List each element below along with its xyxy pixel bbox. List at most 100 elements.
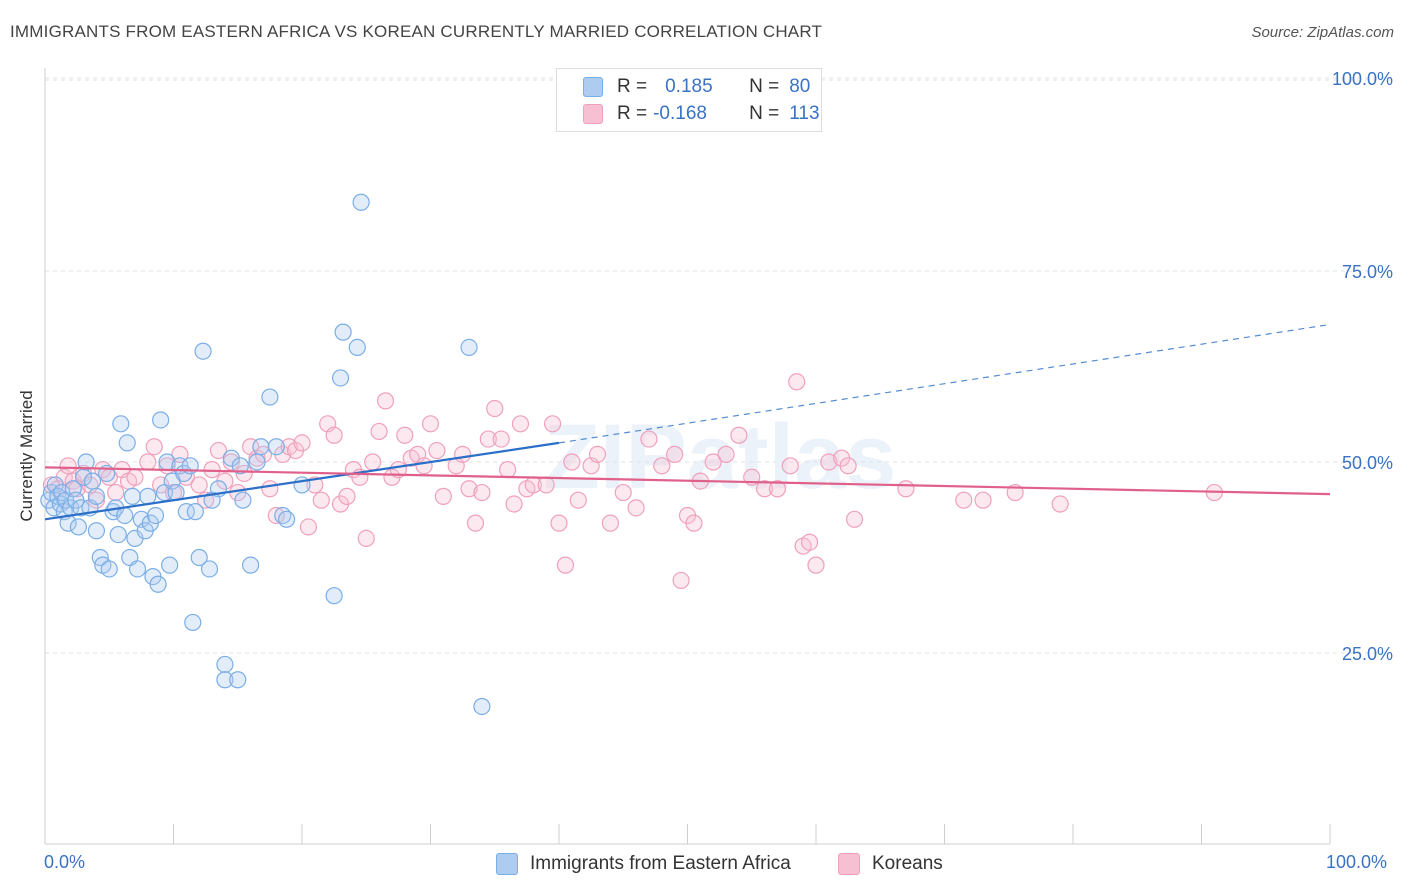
korean-point (357, 529, 375, 548)
korean-point (434, 487, 452, 505)
korean-point (107, 483, 125, 502)
eastern-africa-point (116, 506, 134, 525)
r-value-pink: -0.168 (653, 103, 707, 124)
korean-point (145, 438, 163, 456)
eastern-africa-point (216, 671, 234, 689)
eastern-africa-point (248, 453, 266, 471)
bottom-legend-item-koreans: Koreans (838, 851, 943, 877)
axes (44, 68, 1331, 845)
eastern-africa-point (87, 487, 106, 505)
korean-point (126, 468, 144, 486)
eastern-africa-point (252, 438, 270, 456)
koreans-trend-line (44, 466, 1331, 496)
korean-point (338, 487, 356, 505)
eastern-africa-point (267, 438, 285, 456)
stats-legend-row-pink: R = -0.168 N = 113 (557, 101, 820, 127)
y-tick-label: 25.0% (1342, 644, 1393, 664)
korean-point (479, 430, 497, 448)
y-tick-label: 100.0% (1332, 69, 1393, 89)
eastern-africa-point (112, 415, 130, 433)
eastern-africa-point (149, 575, 167, 593)
korean-point (325, 426, 343, 444)
korean-point (666, 445, 684, 463)
chart-title: IMMIGRANTS FROM EASTERN AFRICA VS KOREAN… (10, 22, 823, 41)
eastern-africa-point (100, 560, 118, 578)
korean-point (537, 476, 555, 494)
x-tick-label-min: 0.0% (44, 852, 86, 872)
eastern-africa-point (152, 411, 170, 429)
eastern-africa-point (231, 457, 249, 475)
eastern-africa-point (216, 655, 234, 674)
korean-point (955, 491, 973, 509)
korean-point (653, 457, 671, 475)
korean-point (800, 533, 819, 551)
n-value-pink: 113 (789, 103, 820, 124)
korean-point (755, 480, 774, 498)
eastern-africa-point (203, 491, 221, 509)
korean-point (396, 426, 414, 444)
eastern-africa-point (69, 518, 88, 536)
eastern-africa-point (200, 560, 219, 578)
eastern-africa-point (261, 388, 279, 406)
eastern-africa-point (72, 499, 90, 517)
korean-point (139, 453, 157, 471)
eastern-africa-trend-line (44, 441, 560, 521)
korean-point (601, 514, 620, 532)
korean-point (466, 514, 485, 532)
korean-point (415, 457, 433, 475)
eastern-africa-point (87, 522, 106, 540)
korean-point (685, 514, 703, 532)
eastern-africa-point (334, 323, 352, 341)
eastern-africa-point (184, 613, 202, 632)
korean-point (788, 373, 806, 391)
korean-point (845, 510, 864, 528)
eastern-africa-point (229, 671, 247, 689)
eastern-africa-point (190, 548, 208, 567)
korean-point (499, 461, 517, 479)
korean-point (839, 457, 857, 475)
korean-point (563, 453, 581, 471)
bottom-legend-label-koreans: Koreans (872, 853, 943, 874)
korean-point (293, 434, 311, 452)
n-label-blue: N = (749, 76, 780, 97)
eastern-africa-point (325, 587, 343, 605)
korean-point (717, 445, 735, 463)
korean-point (820, 453, 838, 471)
korean-point (428, 441, 446, 460)
eastern-africa-point (194, 342, 212, 360)
eastern-africa-point (186, 503, 204, 521)
korean-point (376, 392, 395, 410)
n-label-pink: N = (749, 103, 780, 124)
korean-point (222, 453, 240, 471)
korean-point (421, 415, 440, 433)
n-value-blue: 80 (789, 76, 811, 97)
eastern-africa-point (118, 434, 136, 452)
korean-point (1051, 495, 1069, 513)
y-tick-labels: 25.0% 50.0% 75.0% 100.0% (1332, 69, 1393, 664)
korean-point (505, 495, 523, 513)
eastern-africa-point (139, 487, 157, 505)
eastern-africa-point (128, 560, 147, 578)
eastern-africa-point (460, 338, 478, 356)
eastern-africa-point (177, 503, 195, 521)
eastern-africa-trend-extension (558, 323, 1331, 444)
korean-point (550, 514, 568, 532)
korean-point (730, 426, 748, 444)
korean-point (267, 506, 285, 525)
korean-point (569, 491, 587, 509)
r-label-blue: R = (617, 76, 648, 97)
korean-point (556, 556, 575, 574)
y-tick-label: 75.0% (1342, 262, 1393, 282)
korean-point (209, 441, 228, 460)
eastern-africa-point (331, 369, 350, 387)
korean-point (454, 445, 472, 463)
korean-point (460, 480, 478, 498)
korean-point (261, 480, 279, 498)
bottom-legend-label-eastern-africa: Immigrants from Eastern Africa (530, 853, 791, 874)
korean-point (974, 491, 992, 509)
korean-point (768, 480, 787, 498)
r-value-blue: 0.185 (665, 76, 713, 97)
stats-legend: R = 0.185 N = 80 R = -0.168 N = 113 (556, 68, 822, 132)
korean-point (511, 415, 530, 433)
